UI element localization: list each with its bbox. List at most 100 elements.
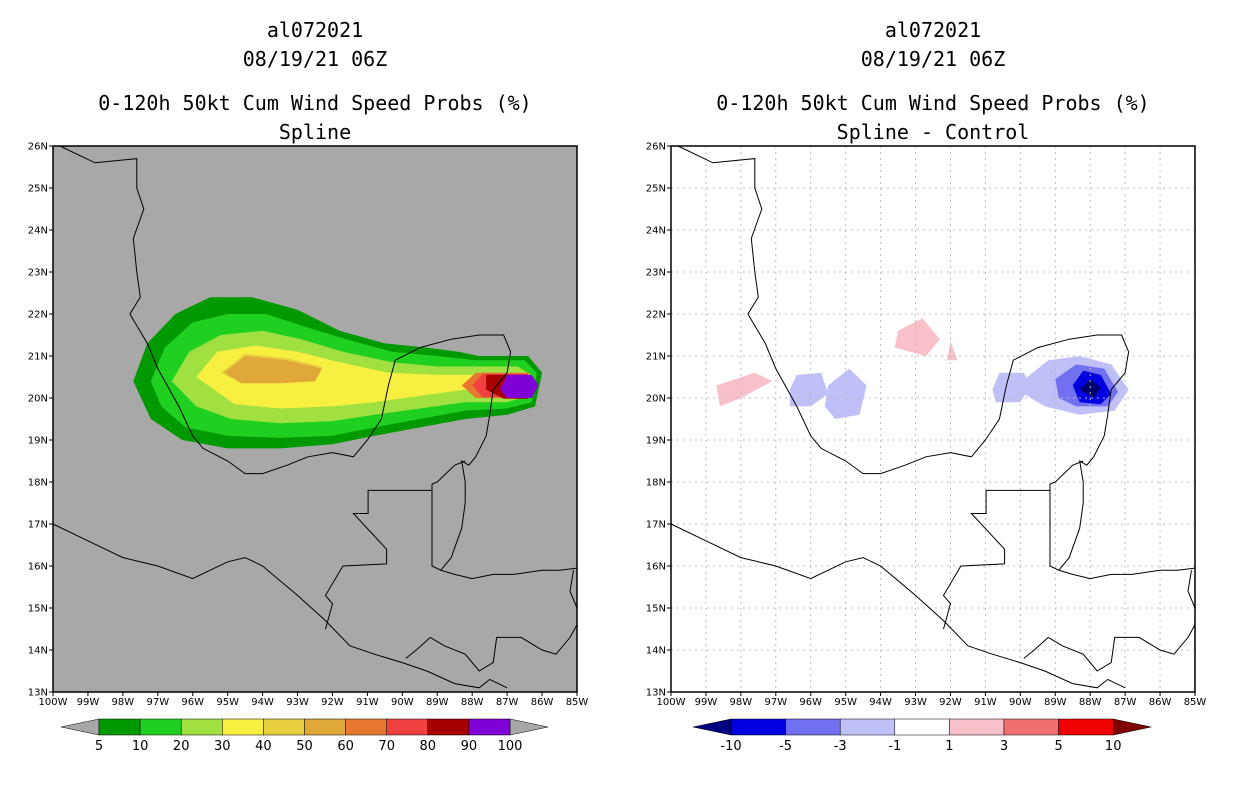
lon-tick-label: 97W [146,697,169,708]
lon-tick-label: 92W [939,697,962,708]
colorbar-swatch [468,718,511,736]
lat-tick-label: 14N [646,646,666,657]
colorbar-swatch [785,718,841,736]
lon-tick-label: 90W [391,697,414,708]
lat-tick-label: 19N [28,436,48,447]
lat-tick-label: 26N [646,142,666,153]
colorbar-swatch [1003,718,1059,736]
colorbar-lower-arrow [60,718,100,736]
colorbar-swatch [180,718,223,736]
lon-tick-label: 98W [112,697,135,708]
lat-tick-label: 19N [646,436,666,447]
left-datetime: 08/19/21 06Z [242,47,388,71]
lat-tick-label: 26N [28,142,48,153]
diff-positive-1 [894,318,940,356]
right-subtitle: Spline - Control [836,120,1030,144]
diff-positive-2 [947,341,958,361]
colorbar-label: -10 [720,739,741,754]
right-probability-field [716,318,1129,419]
lon-tick-label: 85W [566,697,589,708]
lon-tick-label: 87W [1114,697,1137,708]
colorbar-label: -1 [888,739,901,754]
left-lat-axis: 13N 14N 15N 16N 17N 18N 19N 20N 21N 22N 23N 24N 25N 2… [28,142,53,699]
right-coastlines [670,145,1196,689]
left-storm-id: al072021 [266,18,364,42]
coastline [1187,570,1196,609]
lat-tick-label: 16N [646,562,666,573]
lat-tick-label: 24N [646,226,666,237]
colorbar-swatch [98,718,141,736]
lon-tick-label: 88W [461,697,484,708]
coastline [431,460,466,485]
right-map-frame [670,145,1196,693]
colorbar-swatch [427,718,470,736]
lon-tick-label: 92W [321,697,344,708]
right-lon-axis: 100W 99W 98W 97W 96W 95W 94W 93W 92W 91W 90W 89W 88W… [657,692,1207,708]
lat-tick-label: 22N [28,310,48,321]
colorbar-swatch [386,718,429,736]
lat-tick-label: 21N [28,352,48,363]
lat-tick-label: 17N [646,520,666,531]
colorbar-swatch [730,718,786,736]
lon-tick-label: 96W [181,697,204,708]
colorbar-swatch [345,718,387,736]
lon-tick-label: 87W [496,697,519,708]
right-map-background [671,146,1195,692]
lat-tick-label: 15N [646,604,666,615]
lat-tick-label: 18N [646,478,666,489]
colorbar-label: 5 [1054,739,1062,754]
coastline [1048,624,1196,672]
colorbar-label: 10 [1105,739,1122,754]
left-product-title: 0-120h 50kt Cum Wind Speed Probs (%) [98,91,532,115]
colorbar-label: 90 [461,739,478,754]
right-product-title: 0-120h 50kt Cum Wind Speed Probs (%) [716,91,1150,115]
diff-positive-3 [716,372,773,407]
lat-tick-label: 20N [646,394,666,405]
coastline [1023,637,1049,659]
lon-tick-label: 99W [695,697,718,708]
colorbar-label: 80 [420,739,437,754]
lon-tick-label: 95W [834,697,857,708]
lon-tick-label: 89W [426,697,449,708]
colorbar-label: -3 [834,739,847,754]
lon-tick-label: 93W [904,697,927,708]
lon-tick-label: 95W [216,697,239,708]
lon-tick-label: 93W [286,697,309,708]
colorbar-label: 1 [945,739,953,754]
colorbar-swatch [894,718,950,736]
colorbar-label: 60 [337,739,354,754]
diff-negative-3 [992,372,1031,403]
lon-tick-label: 91W [974,697,997,708]
lon-tick-label: 88W [1079,697,1102,708]
diff-negative-1 [789,372,829,407]
coastline [59,145,578,580]
left-map-panel: 13N 14N 15N 16N 17N 18N 19N 20N 21N 22N 23N 24N 25N 2… [28,142,589,755]
lat-tick-label: 16N [28,562,48,573]
lat-tick-label: 13N [646,688,666,699]
lon-tick-label: 85W [1184,697,1207,708]
lat-tick-label: 22N [646,310,666,321]
colorbar-upper-arrow [1112,718,1152,736]
prob-contour-90 [500,374,539,398]
colorbar-label: 100 [498,739,523,754]
lat-tick-label: 14N [28,646,48,657]
lat-tick-label: 18N [28,478,48,489]
coastline [942,484,1060,630]
colorbar-label: -5 [779,739,792,754]
colorbar-label: 10 [132,739,149,754]
lat-tick-label: 17N [28,520,48,531]
coastline [430,624,578,672]
lat-tick-label: 23N [28,268,48,279]
colorbar-lower-arrow [692,718,732,736]
prob-contour-50 [224,356,322,384]
coastline [670,523,1126,689]
colorbar-swatch [304,718,346,736]
lat-tick-label: 24N [28,226,48,237]
colorbar-swatch [139,718,182,736]
colorbar-label: 20 [173,739,190,754]
coastline [324,484,442,630]
lon-tick-label: 94W [251,697,274,708]
colorbar-label: 40 [255,739,272,754]
lon-tick-label: 99W [77,697,100,708]
lon-tick-label: 100W [657,697,686,708]
